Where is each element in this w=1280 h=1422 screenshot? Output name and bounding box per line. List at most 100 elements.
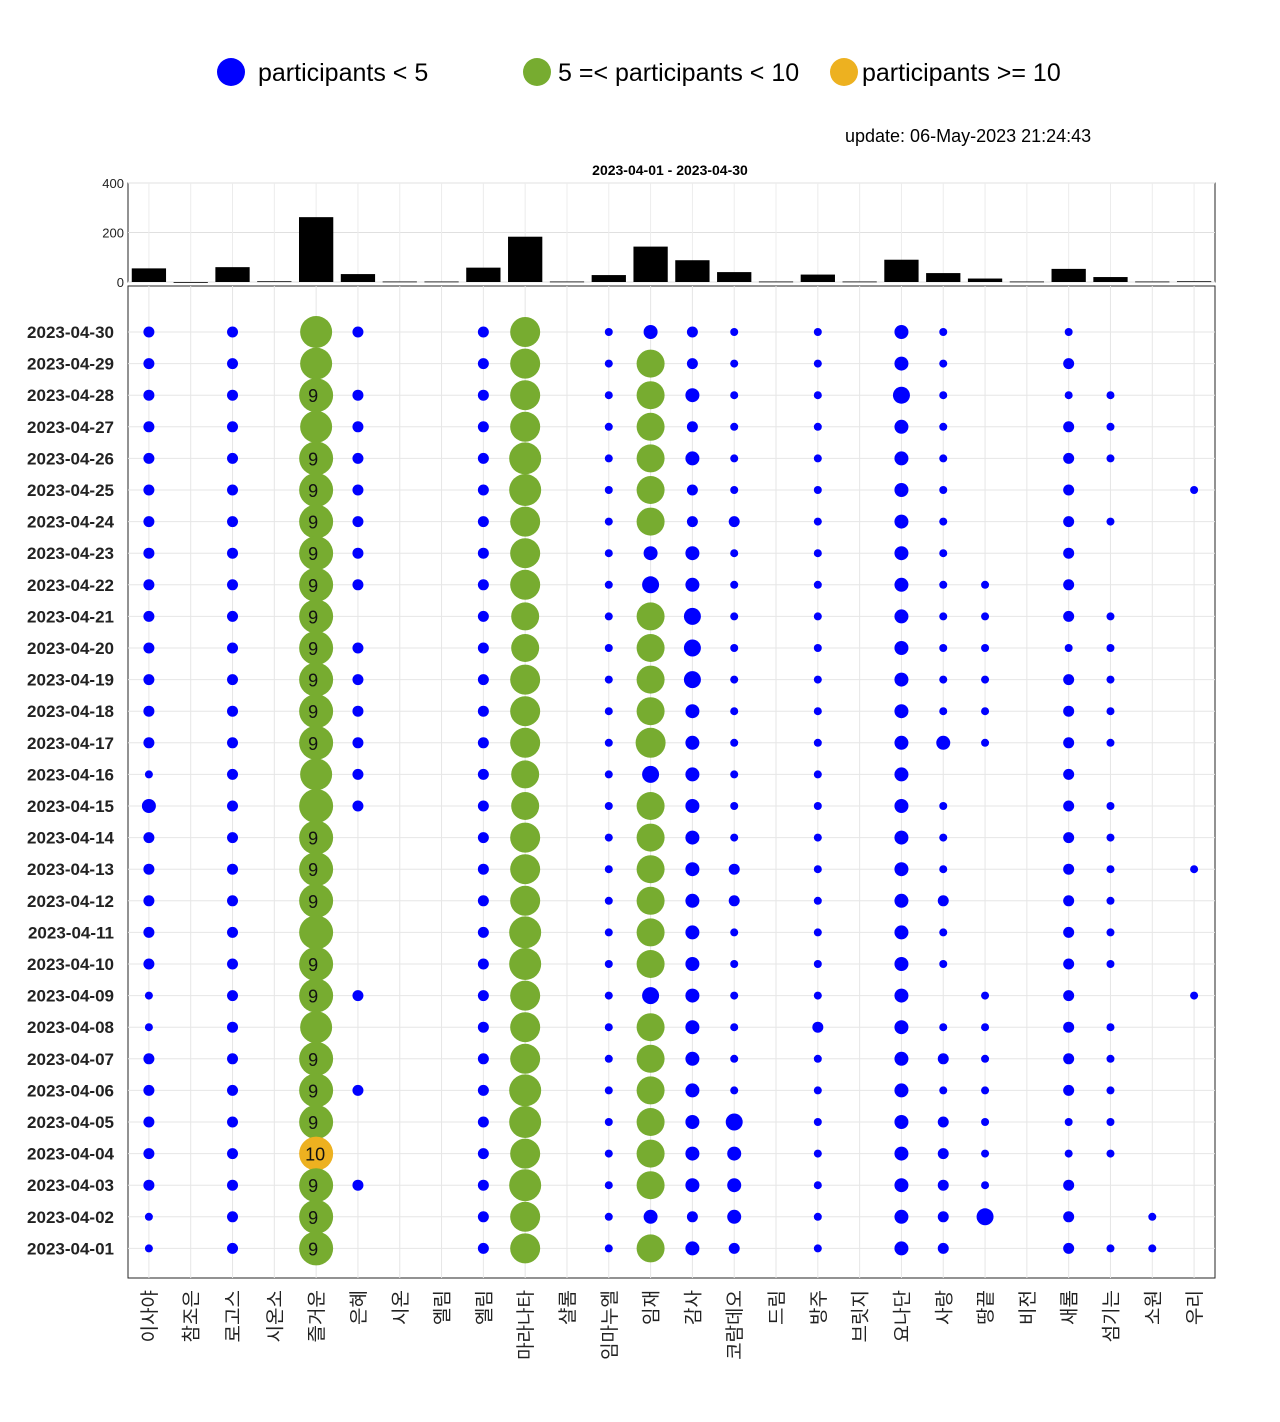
bubble bbox=[813, 833, 822, 842]
bubble bbox=[730, 738, 739, 747]
bubble bbox=[227, 1179, 239, 1191]
bubble bbox=[299, 504, 334, 539]
bubble bbox=[643, 546, 658, 561]
bubble bbox=[144, 1212, 153, 1221]
bubble bbox=[939, 517, 948, 526]
bubble bbox=[894, 988, 909, 1003]
bubble bbox=[510, 380, 541, 411]
bubble bbox=[894, 672, 909, 687]
bubble bbox=[143, 358, 155, 370]
bubble bbox=[685, 925, 700, 940]
bubble bbox=[981, 1149, 990, 1158]
date-label: 2023-04-25 bbox=[27, 481, 114, 500]
bubble bbox=[1063, 1084, 1075, 1096]
group-label: 임마누엘 bbox=[599, 1290, 621, 1360]
bubble bbox=[730, 928, 739, 937]
bar-7 bbox=[424, 281, 459, 283]
bubble bbox=[685, 988, 700, 1003]
bubble bbox=[352, 705, 364, 717]
bubble bbox=[936, 735, 951, 750]
bubble bbox=[1063, 958, 1075, 970]
bubble bbox=[937, 1148, 949, 1160]
bubble bbox=[636, 855, 665, 884]
bubble bbox=[1064, 328, 1073, 336]
bubble bbox=[1063, 579, 1075, 591]
group-label: 소원 bbox=[1142, 1290, 1164, 1325]
date-label: 2023-04-19 bbox=[27, 671, 114, 690]
bubble bbox=[1190, 486, 1199, 494]
bubble bbox=[604, 1212, 613, 1221]
bubble bbox=[227, 1021, 239, 1033]
bubble bbox=[727, 1209, 742, 1224]
bubble bbox=[939, 549, 948, 558]
bubble bbox=[1190, 991, 1199, 1000]
bubble-label: 9 bbox=[308, 734, 318, 754]
bubble bbox=[227, 1084, 239, 1096]
bubble bbox=[939, 707, 948, 716]
bubble bbox=[894, 1115, 909, 1129]
bubble bbox=[604, 1244, 613, 1253]
bubble bbox=[143, 579, 155, 591]
date-label: 2023-04-17 bbox=[27, 734, 114, 753]
group-label: 사랑 bbox=[933, 1290, 955, 1325]
bubble bbox=[636, 950, 665, 978]
group-label: 시온 bbox=[390, 1290, 412, 1325]
date-label: 2023-04-07 bbox=[27, 1050, 114, 1069]
bubble bbox=[1063, 516, 1075, 528]
bubble bbox=[299, 915, 334, 950]
bubble bbox=[299, 820, 334, 855]
bubble bbox=[143, 452, 155, 464]
bar-20 bbox=[967, 278, 1003, 282]
bubble bbox=[636, 602, 665, 631]
bubble bbox=[894, 957, 909, 971]
bubble bbox=[813, 391, 822, 400]
bubble bbox=[299, 852, 334, 887]
bar-16 bbox=[800, 274, 835, 282]
bubble bbox=[813, 1086, 822, 1095]
bubble bbox=[227, 800, 239, 812]
bubble bbox=[813, 580, 822, 589]
bubble bbox=[227, 863, 239, 875]
bubble bbox=[227, 1053, 239, 1065]
bubble bbox=[1063, 452, 1075, 464]
bubble bbox=[352, 768, 364, 780]
bubble bbox=[894, 356, 909, 371]
bubble-label: 9 bbox=[308, 481, 318, 501]
bubble bbox=[686, 421, 698, 433]
bubble bbox=[1106, 833, 1115, 842]
group-label: 마라나타 bbox=[515, 1290, 537, 1360]
bubble bbox=[894, 514, 909, 529]
bubble bbox=[730, 770, 739, 779]
date-label: 2023-04-24 bbox=[27, 513, 115, 532]
date-label: 2023-04-15 bbox=[27, 797, 114, 816]
bubble bbox=[683, 639, 701, 657]
group-label: 엘림 bbox=[473, 1290, 495, 1325]
bubble-label: 9 bbox=[308, 1208, 318, 1228]
bubble bbox=[352, 1179, 364, 1191]
bubble bbox=[477, 1021, 489, 1033]
bubble bbox=[685, 862, 700, 877]
bubble-label: 9 bbox=[308, 386, 318, 406]
bubble bbox=[352, 674, 364, 686]
bubble bbox=[143, 326, 155, 338]
bubble bbox=[813, 1118, 822, 1126]
bubble bbox=[299, 599, 334, 634]
bubble-label: 9 bbox=[308, 1113, 318, 1133]
group-label: 브릿지 bbox=[850, 1290, 872, 1342]
bubble bbox=[604, 486, 613, 494]
bubble bbox=[144, 770, 153, 779]
bubble bbox=[604, 675, 613, 684]
bubble bbox=[981, 644, 990, 652]
bubble bbox=[730, 644, 739, 652]
bubble bbox=[636, 1108, 665, 1136]
bar-0 bbox=[131, 268, 167, 282]
bubble bbox=[685, 546, 700, 561]
bubble bbox=[685, 1051, 700, 1066]
bubble bbox=[143, 958, 155, 970]
bubble bbox=[299, 694, 334, 729]
bubble bbox=[730, 1023, 739, 1032]
bubble bbox=[685, 451, 700, 466]
bar-14 bbox=[717, 272, 752, 282]
bubble bbox=[894, 325, 909, 339]
bubble bbox=[511, 792, 540, 820]
